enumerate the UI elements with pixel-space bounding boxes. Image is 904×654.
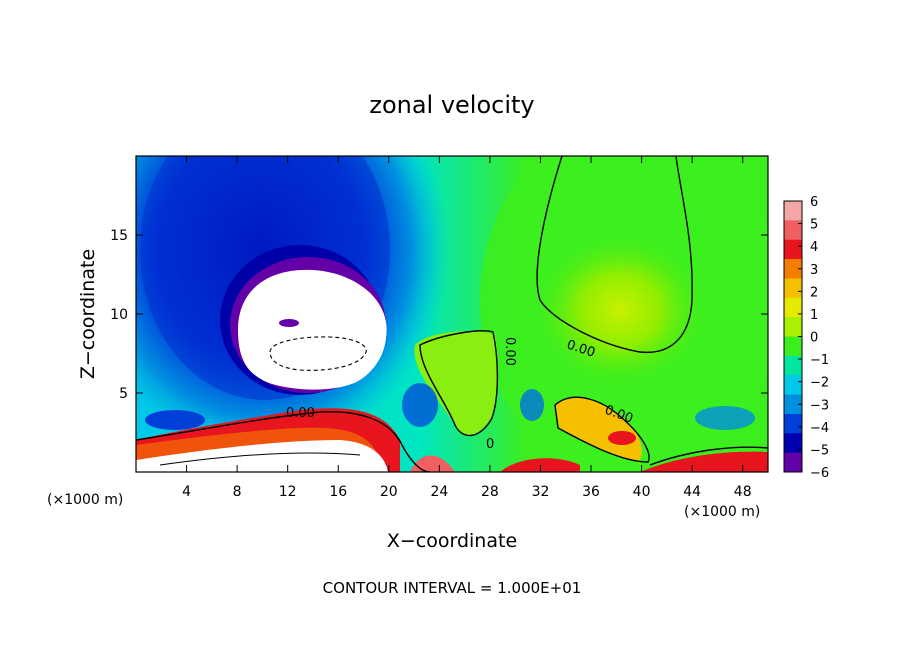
contour-label-3: 0.00: [502, 337, 517, 366]
x-tick-label: 40: [633, 484, 651, 500]
colorbar-swatch: [784, 355, 802, 376]
colorbar-swatch: [784, 259, 802, 279]
colorbar-swatch: [784, 297, 802, 318]
x-tick-label: 28: [481, 484, 499, 500]
colorbar-swatch: [784, 433, 802, 454]
colorbar-label: 5: [810, 218, 818, 233]
y-axis: 5 10 15: [110, 228, 768, 402]
negative-streak-right: [695, 406, 755, 430]
colorbar-label: 1: [810, 308, 818, 323]
x-axis-label: X−coordinate: [387, 530, 517, 552]
x-tick-label: 24: [430, 484, 448, 500]
x-tick-label: 32: [532, 484, 550, 500]
colorbar-label: −4: [810, 421, 829, 436]
colorbar-label: 2: [810, 285, 818, 300]
x-unit-left: (×1000 m): [47, 492, 123, 508]
colorbar-swatch: [784, 394, 802, 415]
colorbar-label: 0: [810, 331, 818, 346]
colorbar-label: −1: [810, 353, 829, 368]
positive-patch-mid: [414, 331, 498, 436]
x-tick-label: 16: [329, 484, 347, 500]
y-tick-label: 15: [110, 228, 128, 244]
x-tick-label: 36: [582, 484, 600, 500]
positive-core-x38: [608, 431, 636, 445]
x-tick-label: 20: [380, 484, 398, 500]
x-tick-label: 4: [182, 484, 191, 500]
colorbar-swatch: [784, 375, 802, 396]
negative-streak-left: [145, 410, 205, 430]
contour-zero-right: [536, 156, 693, 354]
colorbar-label: 4: [810, 240, 818, 255]
contour-lines: [136, 156, 768, 472]
contour-interval-note: CONTOUR INTERVAL = 1.000E+01: [323, 579, 582, 597]
x-unit-right: (×1000 m): [684, 504, 760, 520]
x-tick-label: 12: [279, 484, 297, 500]
colorbar-label: −2: [810, 376, 829, 391]
colorbar-swatch: [784, 336, 802, 357]
colorbar-label: −6: [810, 466, 829, 481]
colorbar-label: 6: [810, 195, 818, 210]
y-tick-label: 5: [119, 386, 128, 402]
colorbar-swatch: [784, 278, 802, 299]
colorbar-swatch: [784, 452, 802, 473]
contour-zero-right-surface: [649, 446, 768, 466]
negative-streak-x31: [520, 389, 544, 421]
surface-saturated-white: [136, 440, 388, 472]
surface-band-right: [500, 451, 768, 472]
colorbar-label: −3: [810, 398, 829, 413]
positive-region-yellow: [530, 230, 710, 390]
colorbar: 6 5 4 3 2 1 0 −1 −2 −3 −4 −5 −6: [783, 195, 829, 481]
chart-title: zonal velocity: [369, 91, 534, 119]
colorbar-swatch: [784, 220, 802, 241]
contour-label-1: 0.00: [286, 406, 315, 421]
plot-area: [136, 156, 768, 472]
colorbar-swatch: [784, 201, 802, 221]
contour-label-5: 0: [486, 437, 494, 452]
x-tick-label: 44: [683, 484, 701, 500]
x-tick-label: 48: [734, 484, 752, 500]
small-purple-blob: [279, 319, 299, 327]
colorbar-label: −5: [810, 443, 829, 458]
surface-band-x26: [410, 455, 455, 472]
contour-zero-mid: [419, 330, 499, 437]
y-axis-label: Z−coordinate: [77, 249, 99, 379]
y-tick-label: 10: [110, 307, 128, 323]
colorbar-label: 3: [810, 263, 818, 278]
x-axis: 4 8 12 16 20 24 28 32 36 40 44 48: [182, 156, 752, 500]
negative-core-saturated: [238, 269, 387, 390]
x-tick-label: 8: [233, 484, 242, 500]
colorbar-swatch: [784, 413, 802, 434]
contour-zero-surface: [136, 411, 431, 472]
contour-zero-x38: [554, 396, 650, 463]
contour-dashed-core: [269, 336, 367, 371]
contour-surface-inner: [159, 452, 361, 466]
colorbar-swatch: [784, 317, 802, 337]
colorbar-swatch: [784, 239, 802, 260]
negative-streak-mid: [402, 383, 438, 427]
